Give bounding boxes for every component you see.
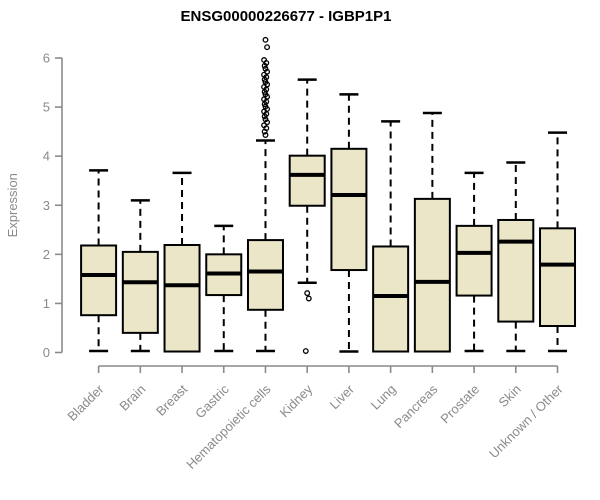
outlier-point (261, 62, 268, 69)
outlier-point (261, 113, 268, 120)
y-tick-label: 0 (43, 345, 50, 360)
x-tick-label: Bladder (64, 381, 107, 424)
box-lung (372, 245, 410, 353)
y-tick-label: 4 (43, 149, 50, 164)
box-brain (121, 250, 159, 334)
x-tick-label: Gastric (192, 381, 232, 421)
box-prostate (455, 224, 493, 297)
x-tick-label: Breast (153, 381, 190, 418)
x-tick-label: Kidney (277, 381, 316, 420)
outlier-point (262, 36, 269, 43)
box-pancreas (413, 197, 451, 353)
y-tick-label: 5 (43, 100, 50, 115)
x-tick-label: Skin (495, 382, 523, 410)
x-tick-label: Lung (368, 382, 399, 413)
box-breast (163, 244, 201, 353)
x-tick-label: Pancreas (391, 381, 441, 431)
x-tick-label: Prostate (437, 382, 482, 427)
y-axis-label: Expression (5, 173, 20, 237)
y-tick-label: 6 (43, 51, 50, 66)
x-tick-label: Liver (327, 381, 358, 412)
y-tick-label: 1 (43, 296, 50, 311)
chart-title: ENSG00000226677 - IGBP1P1 (180, 8, 392, 25)
x-tick-label: Brain (116, 382, 148, 414)
outlier-point (264, 119, 271, 126)
box-kidney (288, 154, 326, 207)
y-tick-label: 3 (43, 198, 50, 213)
y-tick-label: 2 (43, 247, 50, 262)
box-bladder (80, 244, 118, 317)
box-hematopoietic-cells (246, 239, 284, 311)
outlier-point (304, 290, 311, 297)
outlier-point (264, 44, 271, 51)
outlier-point (305, 295, 312, 302)
outlier-point (261, 128, 268, 135)
outlier-point (264, 68, 271, 75)
outlier-point (302, 348, 309, 354)
x-tick-label: Unknown / Other (486, 381, 566, 461)
box-skin (497, 218, 535, 323)
box-liver (330, 147, 368, 272)
outlier-point (262, 132, 269, 139)
box-unknown-other (539, 227, 577, 327)
